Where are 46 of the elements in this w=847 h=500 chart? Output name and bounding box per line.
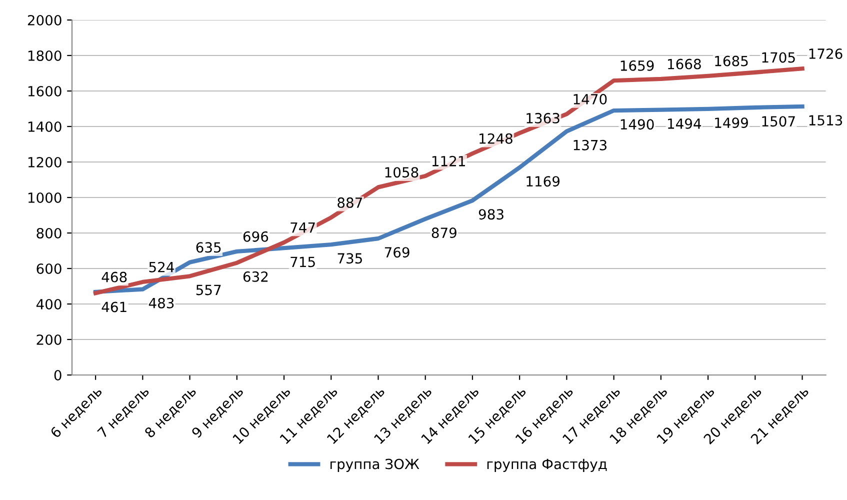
data-label: 715 (290, 256, 315, 268)
data-label: 1248 (480, 133, 512, 144)
data-label: 747 (290, 222, 315, 233)
data-label: 696 (243, 231, 268, 242)
line-series (93, 104, 804, 294)
y-tick-label: 0 (54, 370, 62, 380)
y-tick-label: 2000 (28, 14, 62, 26)
data-label: 879 (432, 228, 456, 238)
y-tick-label: 1600 (28, 86, 62, 96)
data-label: 1363 (526, 112, 560, 124)
data-label: 1499 (715, 118, 748, 128)
data-label: 1507 (762, 116, 795, 127)
data-label: 1494 (668, 118, 702, 129)
y-tick-label: 1000 (28, 192, 62, 203)
data-label: 557 (196, 284, 221, 296)
data-label: 1121 (432, 156, 465, 166)
y-tick-label: 200 (36, 334, 62, 345)
y-tick-label: 1400 (28, 121, 62, 132)
y-tick-label: 400 (36, 298, 62, 310)
legend-label: группа Фастфуд (487, 458, 607, 472)
data-label: 1058 (385, 167, 418, 178)
data-label: 1705 (762, 52, 795, 63)
data-label: 769 (384, 247, 410, 258)
data-label: 1169 (526, 176, 560, 187)
data-label: 983 (478, 209, 504, 220)
data-label: 1726 (809, 48, 842, 59)
data-label: 1470 (574, 94, 607, 104)
y-tick-label: 1800 (28, 50, 62, 61)
data-label: 1513 (809, 115, 842, 126)
data-label: 635 (196, 242, 221, 253)
data-label: 1668 (668, 58, 701, 70)
y-tick-label: 600 (36, 263, 62, 274)
y-tick-label: 800 (36, 228, 62, 238)
data-label: 524 (149, 262, 174, 272)
data-label: 483 (148, 298, 174, 308)
data-label: 632 (243, 271, 268, 282)
data-label: 1685 (715, 56, 748, 66)
data-label: 735 (338, 253, 362, 264)
data-label: 468 (102, 272, 127, 282)
data-label: 1490 (620, 119, 654, 130)
y-tick-label: 1200 (28, 156, 62, 168)
legend-label: группа ЗОЖ (330, 458, 420, 472)
data-label: 1659 (620, 60, 654, 71)
data-label: 887 (338, 197, 362, 208)
data-label: 1373 (574, 140, 606, 150)
data-label: 461 (102, 302, 126, 312)
